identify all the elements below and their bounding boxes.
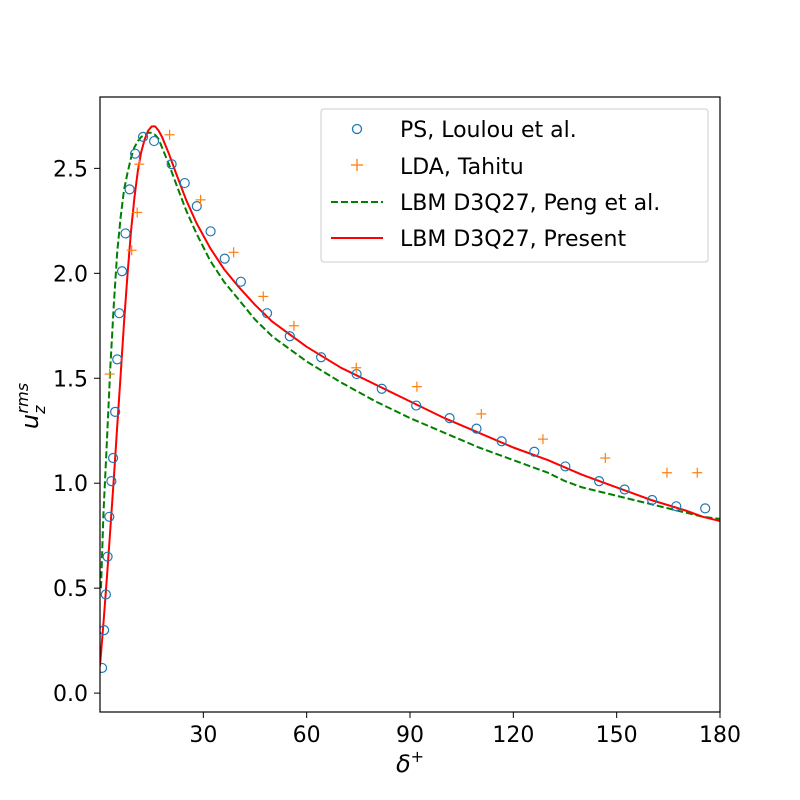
data-point-ps bbox=[179, 177, 190, 189]
data-point-ps bbox=[104, 511, 115, 522]
data-point-ps bbox=[106, 476, 117, 487]
legend-label-lda: LDA, Tahitu bbox=[400, 155, 524, 180]
x-tick-label: 180 bbox=[699, 723, 741, 748]
data-point-ps bbox=[205, 226, 216, 237]
data-point-ps bbox=[107, 452, 119, 464]
data-point-ps bbox=[100, 625, 110, 636]
data-point-lda bbox=[661, 467, 672, 478]
data-point-lda bbox=[411, 381, 422, 392]
x-tick-label: 120 bbox=[492, 723, 534, 748]
y-tick-label: 1.0 bbox=[53, 472, 88, 497]
data-point-ps bbox=[619, 484, 630, 495]
data-point-ps bbox=[116, 266, 128, 277]
data-point-lda bbox=[132, 207, 143, 218]
data-point-ps bbox=[496, 436, 507, 447]
data-point-ps bbox=[593, 476, 605, 487]
data-point-ps bbox=[376, 383, 387, 394]
x-tick-label: 150 bbox=[596, 723, 638, 748]
data-point-ps bbox=[120, 228, 131, 239]
data-point-ps bbox=[647, 494, 658, 506]
data-point-ps bbox=[124, 184, 135, 195]
y-axis: 0.0 0.5 1.0 1.5 2.0 2.5 bbox=[53, 157, 100, 707]
data-point-ps bbox=[284, 331, 295, 342]
data-point-lda bbox=[537, 434, 548, 445]
data-point-ps bbox=[130, 148, 141, 159]
y-tick-label: 1.5 bbox=[53, 367, 88, 392]
y-tick-label: 0.0 bbox=[53, 682, 88, 707]
y-tick-label: 2.5 bbox=[53, 157, 88, 182]
data-point-lda bbox=[126, 245, 137, 256]
data-point-lda bbox=[476, 408, 487, 419]
data-point-ps bbox=[148, 135, 160, 147]
x-tick-label: 30 bbox=[189, 723, 217, 748]
data-point-lda bbox=[134, 159, 145, 170]
data-point-ps bbox=[560, 461, 571, 472]
data-point-lda bbox=[104, 369, 115, 380]
data-point-ps bbox=[137, 131, 149, 142]
x-axis-label: δ+ bbox=[396, 747, 424, 778]
data-point-ps bbox=[219, 253, 230, 264]
data-point-lda bbox=[692, 467, 703, 478]
data-point-ps bbox=[235, 276, 246, 287]
data-point-ps bbox=[529, 446, 540, 457]
data-point-ps bbox=[102, 551, 113, 562]
y-tick-label: 2.0 bbox=[53, 262, 88, 287]
series-lda-markers bbox=[104, 129, 703, 478]
series-line-peng bbox=[100, 131, 720, 589]
data-point-lda bbox=[228, 247, 239, 258]
data-point-ps bbox=[700, 503, 711, 514]
y-tick-label: 0.5 bbox=[53, 577, 88, 602]
series-ps-markers bbox=[100, 131, 711, 674]
data-point-ps bbox=[316, 352, 327, 363]
data-point-lda bbox=[600, 453, 611, 464]
data-point-lda bbox=[164, 129, 175, 140]
data-point-lda bbox=[288, 320, 299, 331]
data-point-ps bbox=[100, 662, 108, 674]
legend-marker-ps bbox=[351, 123, 363, 135]
data-point-ps bbox=[471, 423, 482, 434]
data-point-ps bbox=[114, 308, 125, 319]
data-point-ps bbox=[166, 159, 177, 170]
data-point-lda bbox=[195, 194, 206, 205]
data-point-ps bbox=[411, 400, 422, 411]
legend: PS, Loulou et al. LDA, Tahitu LBM D3Q27,… bbox=[320, 108, 709, 263]
data-point-ps bbox=[261, 308, 273, 319]
legend-marker-lda bbox=[351, 159, 363, 171]
data-point-lda bbox=[351, 362, 362, 373]
data-point-ps bbox=[100, 589, 111, 600]
data-point-ps bbox=[671, 501, 682, 512]
series-layer bbox=[100, 125, 720, 674]
legend-label-ps: PS, Loulou et al. bbox=[400, 118, 577, 143]
data-point-ps bbox=[112, 354, 123, 365]
x-axis: 30 60 90 120 150 180 bbox=[189, 712, 741, 748]
x-tick-label: 60 bbox=[293, 723, 321, 748]
legend-label-present: LBM D3Q27, Present bbox=[400, 227, 626, 252]
x-tick-label: 90 bbox=[396, 723, 424, 748]
legend-box bbox=[320, 108, 709, 263]
data-point-lda bbox=[258, 291, 269, 302]
data-point-ps bbox=[444, 413, 455, 424]
legend-label-peng: LBM D3Q27, Peng et al. bbox=[400, 191, 660, 216]
data-point-ps bbox=[191, 201, 202, 212]
y-axis-label: uzrms bbox=[13, 383, 49, 429]
data-point-ps bbox=[110, 406, 121, 417]
